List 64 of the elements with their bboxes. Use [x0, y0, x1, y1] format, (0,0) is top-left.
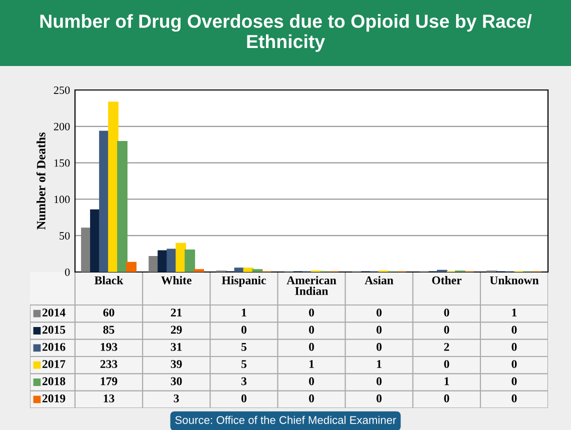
data-label: 179 — [100, 377, 118, 386]
data-label: 0 — [512, 377, 517, 386]
data-label: 1 — [512, 308, 517, 316]
data-label: 39 — [170, 360, 182, 368]
legend-label: 2014 — [42, 308, 66, 317]
data-label: 0 — [512, 326, 517, 334]
data-label: 29 — [170, 326, 182, 334]
data-label: 233 — [100, 360, 118, 368]
data-label: 0 — [512, 342, 517, 351]
data-label: 1 — [309, 360, 314, 368]
legend-label: 2018 — [42, 377, 66, 386]
data-label: 0 — [309, 308, 314, 317]
data-label: 1 — [242, 308, 246, 316]
data-label: 30 — [170, 377, 182, 386]
data-label: 3 — [241, 377, 246, 386]
data-label: 0 — [241, 326, 246, 334]
data-label: 1 — [444, 377, 449, 386]
chart-title: Number of Drug Overdoses due to Opioid Use by Race/ Ethnicity — [40, 14, 532, 52]
y-tick-label: 0 — [65, 268, 70, 276]
data-label: 0 — [309, 342, 314, 351]
data-label: 85 — [103, 326, 114, 334]
data-label: 60 — [103, 308, 114, 317]
x-tick-label: Unknown — [490, 276, 539, 284]
y-tick-label: 200 — [54, 122, 70, 130]
legend-label: 2016 — [42, 342, 66, 351]
data-label: 0 — [376, 308, 382, 317]
data-label: 21 — [170, 308, 182, 316]
data-label: 0 — [444, 360, 450, 368]
data-label: 193 — [100, 342, 118, 351]
y-tick-label: 250 — [54, 86, 70, 94]
x-tick-label: Other — [432, 276, 462, 284]
data-label: 0 — [309, 377, 314, 386]
data-label: 0 — [444, 326, 450, 334]
data-label: 0 — [512, 360, 517, 368]
source-note: Source: Office of the Chief Medical Examiner — [175, 416, 396, 424]
data-label: 0 — [444, 308, 450, 317]
data-label: 0 — [241, 394, 246, 402]
data-label: 31 — [170, 342, 182, 351]
y-tick-label: 150 — [54, 159, 70, 167]
data-label: 5 — [241, 343, 246, 351]
x-tick-label: American Indian — [286, 276, 336, 296]
legend-label: 2015 — [42, 326, 66, 334]
data-label: 0 — [376, 326, 382, 334]
data-label: 5 — [241, 360, 246, 368]
data-label: 0 — [376, 394, 382, 402]
x-tick-label: White — [161, 276, 192, 284]
x-tick-label: Asian — [364, 276, 394, 284]
data-label: 0 — [309, 394, 314, 402]
y-tick-label: 50 — [60, 232, 70, 240]
x-tick-label: Hispanic — [222, 276, 266, 287]
data-label: 13 — [104, 394, 114, 402]
data-label: 0 — [376, 342, 382, 351]
data-label: 0 — [512, 394, 517, 402]
legend-label: 2017 — [42, 360, 66, 368]
data-label: 2 — [444, 342, 450, 351]
data-label: 0 — [444, 394, 450, 402]
data-label: 1 — [377, 360, 382, 368]
data-label: 0 — [309, 326, 314, 334]
data-label: 3 — [174, 394, 179, 402]
y-tick-label: 100 — [54, 196, 70, 204]
x-tick-label: Black — [94, 276, 124, 284]
legend-label: 2019 — [42, 394, 66, 402]
data-label: 0 — [376, 377, 382, 386]
y-axis-title: Number of Deaths — [36, 132, 46, 230]
